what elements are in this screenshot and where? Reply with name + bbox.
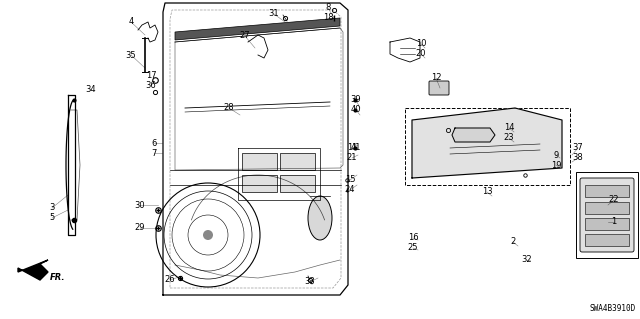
Text: 37: 37 [573,144,584,152]
Text: 32: 32 [522,256,532,264]
Polygon shape [412,108,562,178]
Text: 40: 40 [351,106,361,115]
Text: 23: 23 [504,133,515,143]
Bar [585,234,629,246]
Text: 22: 22 [609,196,620,204]
Polygon shape [452,128,495,142]
Bar [585,202,629,214]
Text: 34: 34 [86,85,96,94]
Text: 28: 28 [224,103,234,113]
Text: 26: 26 [164,276,175,285]
Text: 9: 9 [554,151,559,160]
Text: 31: 31 [269,10,279,19]
Bar [280,175,315,192]
Text: 39: 39 [351,95,362,105]
Text: 29: 29 [135,224,145,233]
Ellipse shape [308,196,332,240]
Text: 8: 8 [325,4,331,12]
Text: 5: 5 [49,213,54,222]
Text: 21: 21 [347,153,357,162]
Bar [242,153,277,170]
Text: 19: 19 [551,160,561,169]
Text: 24: 24 [345,186,355,195]
Text: 35: 35 [125,50,136,60]
Text: 27: 27 [240,32,250,41]
Polygon shape [18,260,48,280]
Text: SWA4B3910D: SWA4B3910D [589,304,636,313]
Bar [585,185,629,197]
Text: 18: 18 [323,13,333,23]
Text: 30: 30 [134,201,145,210]
Bar [576,172,638,258]
FancyBboxPatch shape [429,81,449,95]
Circle shape [203,230,213,240]
Polygon shape [175,18,340,40]
FancyBboxPatch shape [580,178,634,252]
Text: 16: 16 [408,234,419,242]
Text: 12: 12 [431,73,441,83]
Text: 10: 10 [416,40,426,48]
Text: 33: 33 [305,278,316,286]
Bar [242,175,277,192]
Text: 36: 36 [146,80,156,90]
Text: 17: 17 [146,70,156,79]
Text: 38: 38 [573,153,584,162]
Text: 13: 13 [482,188,492,197]
Text: 3: 3 [49,204,54,212]
Text: 25: 25 [408,243,419,253]
Text: 14: 14 [504,123,515,132]
Bar [405,108,570,185]
Text: 20: 20 [416,49,426,58]
Bar [585,218,629,230]
Text: 7: 7 [151,149,157,158]
Text: 15: 15 [345,175,355,184]
Text: 11: 11 [347,144,357,152]
Text: 6: 6 [151,138,157,147]
Text: 2: 2 [510,238,516,247]
Text: FR.: FR. [50,273,65,283]
Text: 1: 1 [611,218,616,226]
Text: 41: 41 [351,144,361,152]
Bar [280,153,315,170]
Text: 4: 4 [129,18,134,26]
